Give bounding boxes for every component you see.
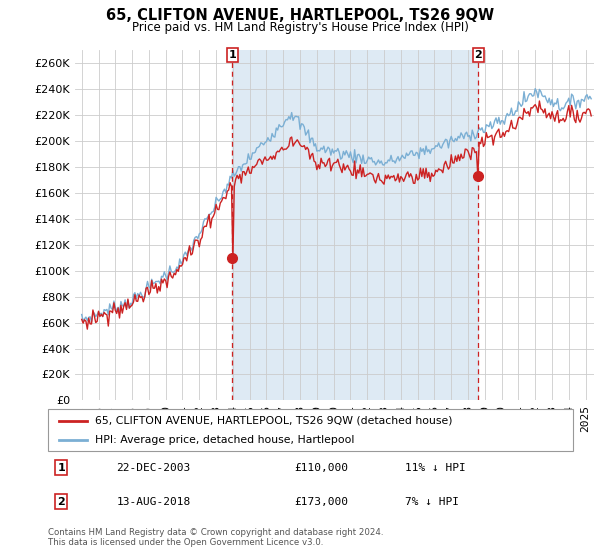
Text: 22-DEC-2003: 22-DEC-2003 — [116, 463, 191, 473]
Text: 2: 2 — [475, 50, 482, 60]
Text: 2: 2 — [57, 497, 65, 507]
Text: Contains HM Land Registry data © Crown copyright and database right 2024.
This d: Contains HM Land Registry data © Crown c… — [48, 528, 383, 547]
Text: 1: 1 — [57, 463, 65, 473]
Text: £173,000: £173,000 — [295, 497, 349, 507]
Text: 7% ↓ HPI: 7% ↓ HPI — [405, 497, 459, 507]
Text: 13-AUG-2018: 13-AUG-2018 — [116, 497, 191, 507]
FancyBboxPatch shape — [48, 409, 573, 451]
Text: Price paid vs. HM Land Registry's House Price Index (HPI): Price paid vs. HM Land Registry's House … — [131, 21, 469, 34]
Text: HPI: Average price, detached house, Hartlepool: HPI: Average price, detached house, Hart… — [95, 435, 355, 445]
Bar — [232, 50, 478, 400]
Text: £110,000: £110,000 — [295, 463, 349, 473]
Text: 65, CLIFTON AVENUE, HARTLEPOOL, TS26 9QW: 65, CLIFTON AVENUE, HARTLEPOOL, TS26 9QW — [106, 8, 494, 24]
Text: 1: 1 — [229, 50, 236, 60]
Text: 65, CLIFTON AVENUE, HARTLEPOOL, TS26 9QW (detached house): 65, CLIFTON AVENUE, HARTLEPOOL, TS26 9QW… — [95, 416, 453, 426]
Text: 11% ↓ HPI: 11% ↓ HPI — [405, 463, 466, 473]
